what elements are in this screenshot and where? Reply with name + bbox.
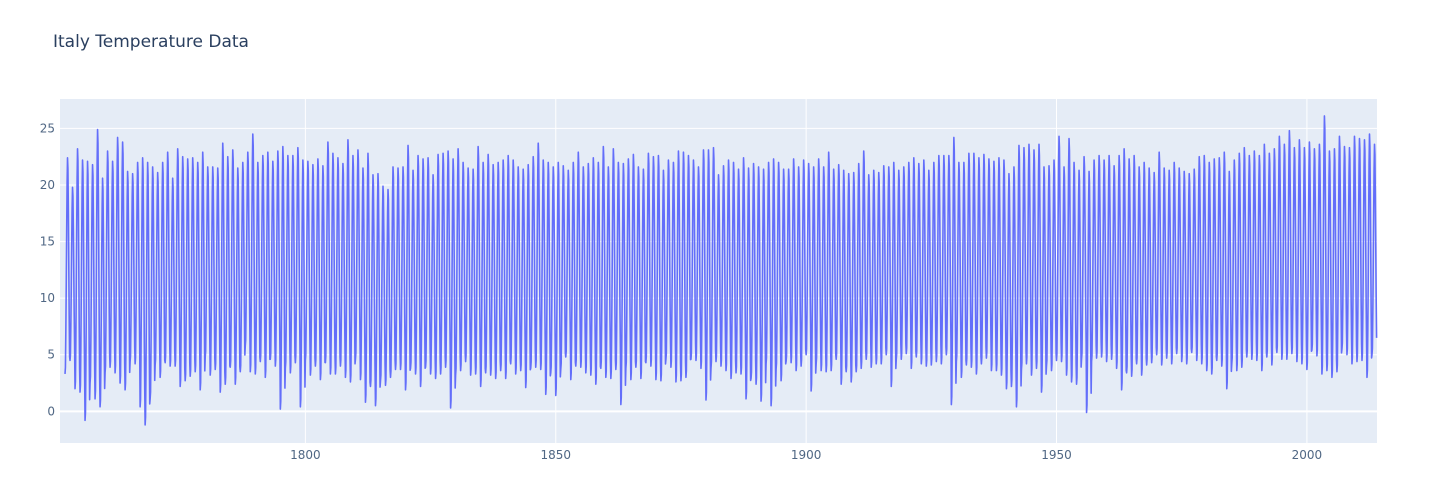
y-axis-ticks: 0 5 10 15 20 25 <box>40 121 55 418</box>
temperature-series-line <box>64 115 1378 426</box>
chart-title: Italy Temperature Data <box>53 32 249 52</box>
y-tick-label: 5 <box>47 348 55 362</box>
x-tick-label: 1900 <box>791 448 822 462</box>
y-tick-label: 20 <box>40 178 55 192</box>
y-tick-label: 10 <box>40 291 55 305</box>
x-tick-label: 1850 <box>540 448 571 462</box>
plot-area <box>60 99 1377 443</box>
y-tick-label: 0 <box>47 404 55 418</box>
y-tick-label: 25 <box>40 121 55 135</box>
series-layer <box>64 115 1378 426</box>
x-tick-label: 1950 <box>1041 448 1072 462</box>
x-axis-ticks: 1800 1850 1900 1950 2000 <box>290 448 1322 462</box>
x-tick-label: 2000 <box>1292 448 1323 462</box>
x-tick-label: 1800 <box>290 448 321 462</box>
y-tick-label: 15 <box>40 235 55 249</box>
